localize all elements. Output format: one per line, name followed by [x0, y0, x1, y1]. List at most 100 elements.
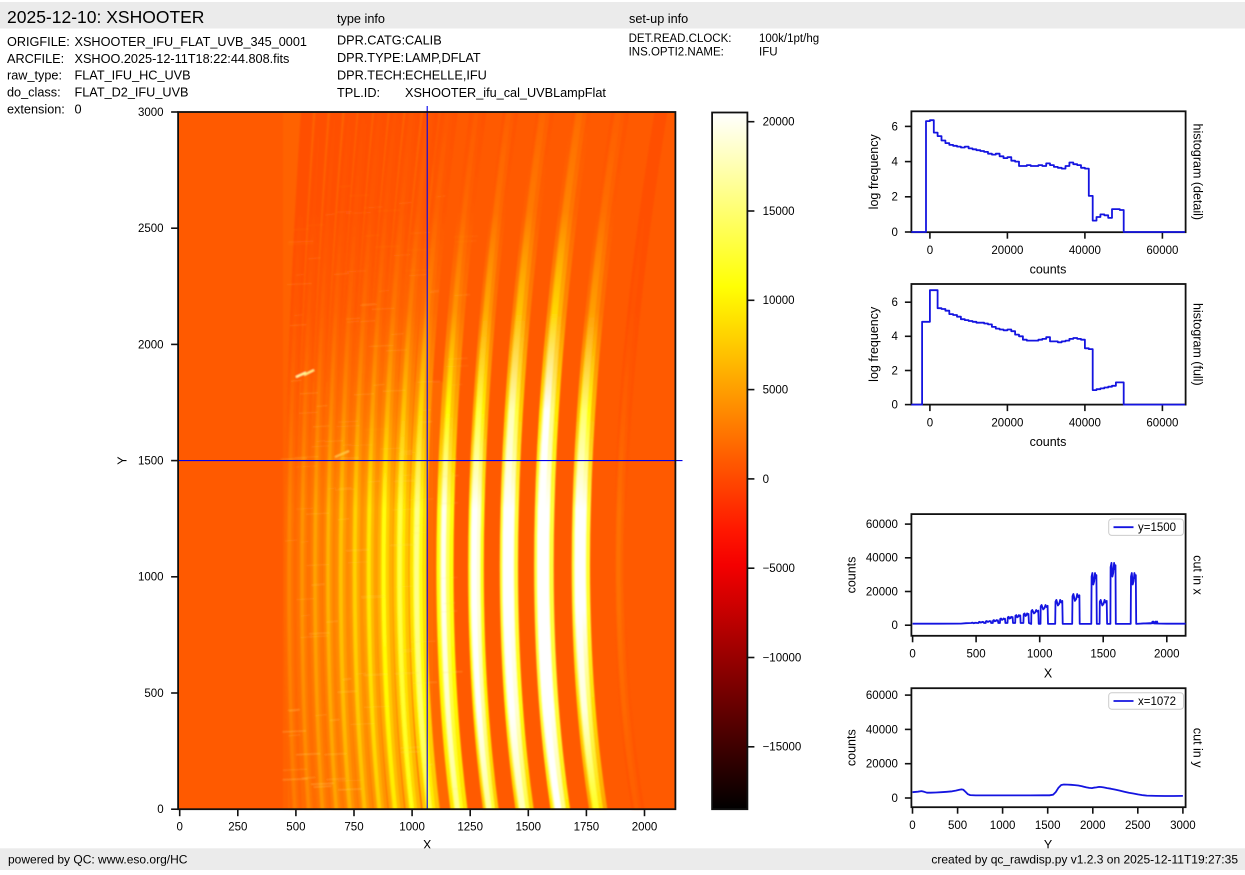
svg-text:4: 4 [891, 157, 898, 169]
svg-text:raw_type:: raw_type: [7, 69, 62, 83]
svg-text:40000: 40000 [1069, 417, 1101, 429]
svg-text:20000: 20000 [991, 245, 1023, 257]
svg-text:XSHOO.2025-12-11T18:22:44.808.: XSHOO.2025-12-11T18:22:44.808.fits [75, 52, 290, 66]
svg-text:cut in y: cut in y [1191, 728, 1205, 768]
svg-text:ARCFILE:: ARCFILE: [7, 52, 64, 66]
svg-text:60000: 60000 [866, 519, 898, 531]
svg-text:CALIB: CALIB [405, 33, 442, 47]
svg-text:750: 750 [344, 822, 363, 834]
svg-text:0: 0 [176, 822, 182, 834]
svg-text:powered by QC: www.eso.org/HC: powered by QC: www.eso.org/HC [8, 853, 188, 867]
svg-text:set-up info: set-up info [629, 12, 688, 26]
svg-text:0: 0 [763, 474, 769, 486]
svg-text:x=1072: x=1072 [1138, 696, 1176, 708]
svg-text:1000: 1000 [1027, 649, 1053, 661]
svg-text:FLAT_IFU_HC_UVB: FLAT_IFU_HC_UVB [75, 69, 191, 83]
svg-text:3000: 3000 [1170, 820, 1196, 832]
svg-text:XSHOOTER_ifu_cal_UVBLampFlat: XSHOOTER_ifu_cal_UVBLampFlat [405, 86, 606, 100]
svg-text:0: 0 [157, 804, 163, 816]
svg-text:0: 0 [891, 620, 897, 632]
svg-text:6: 6 [891, 297, 897, 309]
svg-text:2000: 2000 [138, 339, 164, 351]
svg-text:250: 250 [228, 822, 247, 834]
svg-text:2000: 2000 [632, 822, 658, 834]
svg-text:counts: counts [1030, 263, 1067, 277]
svg-text:TPL.ID:: TPL.ID: [337, 86, 380, 100]
svg-text:0: 0 [891, 793, 897, 805]
svg-text:y=1500: y=1500 [1138, 522, 1176, 534]
svg-text:DPR.TYPE:: DPR.TYPE: [337, 51, 404, 65]
svg-text:log frequency: log frequency [867, 306, 881, 382]
svg-text:1500: 1500 [1090, 649, 1116, 661]
svg-text:−10000: −10000 [763, 652, 802, 664]
svg-text:1500: 1500 [138, 456, 164, 468]
svg-text:cut in x: cut in x [1191, 555, 1205, 595]
svg-text:INS.OPTI2.NAME:: INS.OPTI2.NAME: [629, 47, 724, 59]
svg-text:0: 0 [927, 417, 933, 429]
svg-text:DET.READ.CLOCK:: DET.READ.CLOCK: [629, 33, 732, 45]
svg-text:0: 0 [909, 820, 915, 832]
svg-text:histogram (detail): histogram (detail) [1191, 124, 1205, 221]
svg-text:Y: Y [116, 456, 130, 465]
svg-text:1250: 1250 [457, 822, 483, 834]
svg-text:100k/1pt/hg: 100k/1pt/hg [759, 33, 819, 45]
svg-text:500: 500 [967, 649, 986, 661]
svg-text:X: X [1044, 667, 1053, 681]
svg-text:type info: type info [337, 12, 385, 26]
svg-text:1000: 1000 [990, 820, 1016, 832]
svg-text:XSHOOTER_IFU_FLAT_UVB_345_0001: XSHOOTER_IFU_FLAT_UVB_345_0001 [75, 35, 307, 49]
svg-text:1500: 1500 [516, 822, 542, 834]
svg-text:1750: 1750 [574, 822, 600, 834]
svg-text:X: X [423, 838, 432, 852]
svg-text:0: 0 [75, 103, 82, 117]
svg-text:500: 500 [286, 822, 305, 834]
svg-text:20000: 20000 [763, 117, 795, 129]
svg-text:500: 500 [948, 820, 967, 832]
svg-text:DPR.CATG:: DPR.CATG: [337, 33, 405, 47]
svg-text:0: 0 [927, 245, 933, 257]
svg-text:0: 0 [891, 227, 897, 239]
svg-text:2000: 2000 [1154, 649, 1180, 661]
svg-text:0: 0 [891, 400, 897, 412]
svg-text:6: 6 [891, 121, 897, 133]
svg-text:do_class:: do_class: [7, 86, 61, 100]
svg-text:2500: 2500 [138, 223, 164, 235]
svg-text:500: 500 [144, 688, 163, 700]
svg-text:20000: 20000 [991, 417, 1023, 429]
svg-text:2000: 2000 [1080, 820, 1106, 832]
svg-text:60000: 60000 [1146, 245, 1178, 257]
svg-text:counts: counts [1030, 435, 1067, 449]
svg-text:histogram (full): histogram (full) [1191, 303, 1205, 386]
svg-text:3000: 3000 [138, 107, 164, 119]
svg-text:2: 2 [891, 192, 897, 204]
svg-text:ORIGFILE:: ORIGFILE: [7, 35, 70, 49]
svg-text:FLAT_D2_IFU_UVB: FLAT_D2_IFU_UVB [75, 86, 189, 100]
svg-text:20000: 20000 [866, 759, 898, 771]
svg-text:extension:: extension: [7, 103, 65, 117]
svg-text:2: 2 [891, 365, 897, 377]
svg-text:60000: 60000 [1146, 417, 1178, 429]
svg-text:4: 4 [891, 331, 898, 343]
svg-text:IFU: IFU [759, 47, 778, 59]
svg-text:ECHELLE,IFU: ECHELLE,IFU [405, 68, 487, 82]
svg-text:5000: 5000 [763, 385, 789, 397]
svg-text:1500: 1500 [1035, 820, 1061, 832]
svg-text:log frequency: log frequency [867, 134, 881, 210]
svg-text:−15000: −15000 [763, 742, 802, 754]
svg-text:counts: counts [845, 557, 859, 594]
svg-text:15000: 15000 [763, 206, 795, 218]
svg-text:2025-12-10: XSHOOTER: 2025-12-10: XSHOOTER [7, 7, 204, 27]
svg-text:0: 0 [909, 649, 915, 661]
svg-text:10000: 10000 [763, 295, 795, 307]
svg-text:LAMP,DFLAT: LAMP,DFLAT [405, 51, 481, 65]
svg-text:20000: 20000 [866, 586, 898, 598]
svg-text:40000: 40000 [1069, 245, 1101, 257]
svg-text:DPR.TECH:: DPR.TECH: [337, 68, 405, 82]
svg-text:Y: Y [1044, 838, 1053, 852]
svg-text:2500: 2500 [1125, 820, 1151, 832]
svg-text:40000: 40000 [866, 724, 898, 736]
svg-text:40000: 40000 [866, 553, 898, 565]
svg-text:counts: counts [845, 729, 859, 766]
svg-text:60000: 60000 [866, 690, 898, 702]
svg-text:1000: 1000 [399, 822, 425, 834]
